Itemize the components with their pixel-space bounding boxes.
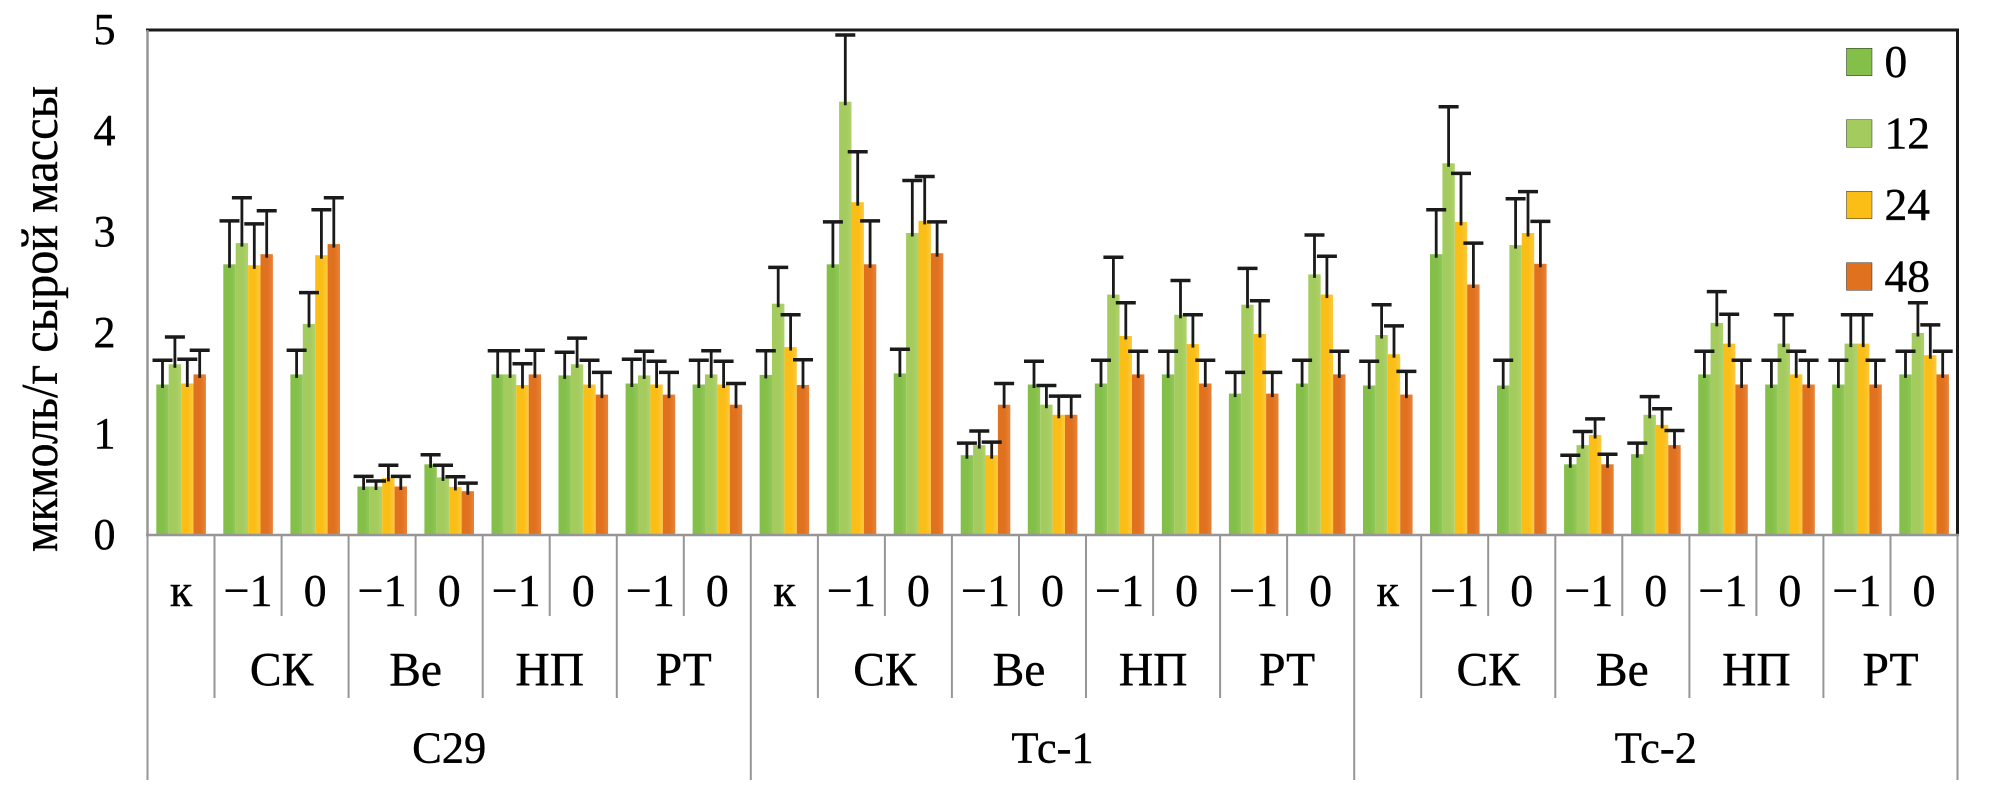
svg-text:РТ: РТ [1259,645,1315,697]
svg-text:0: 0 [1041,565,1064,616]
svg-text:−1: −1 [1832,565,1881,616]
svg-text:0: 0 [1175,565,1198,616]
svg-text:−1: −1 [1564,565,1613,616]
svg-text:−1: −1 [1229,565,1278,616]
svg-text:0: 0 [438,565,461,616]
svg-text:Тс-2: Тс-2 [1615,723,1697,773]
svg-text:3: 3 [94,207,116,256]
svg-text:−1: −1 [1430,565,1479,616]
svg-text:0: 0 [94,510,116,559]
svg-text:0: 0 [1644,565,1667,616]
svg-text:СК: СК [250,645,314,697]
svg-text:−1: −1 [961,565,1010,616]
svg-text:12: 12 [1885,107,1931,158]
svg-text:−1: −1 [626,565,675,616]
svg-text:НП: НП [1722,645,1791,697]
svg-text:СК: СК [853,645,917,697]
svg-text:1: 1 [94,409,116,458]
svg-text:4: 4 [94,106,116,155]
svg-text:−1: −1 [1095,565,1144,616]
svg-text:НП: НП [515,645,584,697]
svg-text:РТ: РТ [656,645,712,697]
svg-text:НП: НП [1119,645,1188,697]
svg-text:0: 0 [1885,36,1908,87]
svg-text:С29: С29 [412,723,486,773]
svg-text:0: 0 [572,565,595,616]
svg-text:0: 0 [1309,565,1332,616]
svg-text:Ве: Ве [389,645,442,697]
svg-text:48: 48 [1885,250,1931,301]
svg-text:−1: −1 [1698,565,1747,616]
svg-text:мкмоль/г сырой массы: мкмоль/г сырой массы [12,86,69,552]
svg-text:Тс-1: Тс-1 [1011,723,1093,773]
svg-text:РТ: РТ [1862,645,1918,697]
svg-text:0: 0 [907,565,930,616]
svg-text:−1: −1 [358,565,407,616]
svg-text:СК: СК [1457,645,1521,697]
svg-text:5: 5 [94,5,116,54]
svg-text:Ве: Ве [993,645,1046,697]
svg-text:к: к [170,565,193,616]
svg-text:0: 0 [1778,565,1801,616]
svg-text:к: к [773,565,796,616]
svg-text:−1: −1 [827,565,876,616]
svg-text:0: 0 [1913,565,1936,616]
svg-text:к: к [1377,565,1400,616]
svg-text:0: 0 [706,565,729,616]
svg-text:24: 24 [1885,179,1931,230]
svg-text:Ве: Ве [1596,645,1649,697]
svg-text:2: 2 [94,308,116,357]
svg-text:0: 0 [304,565,327,616]
svg-text:−1: −1 [224,565,273,616]
svg-text:0: 0 [1510,565,1533,616]
svg-text:−1: −1 [492,565,541,616]
